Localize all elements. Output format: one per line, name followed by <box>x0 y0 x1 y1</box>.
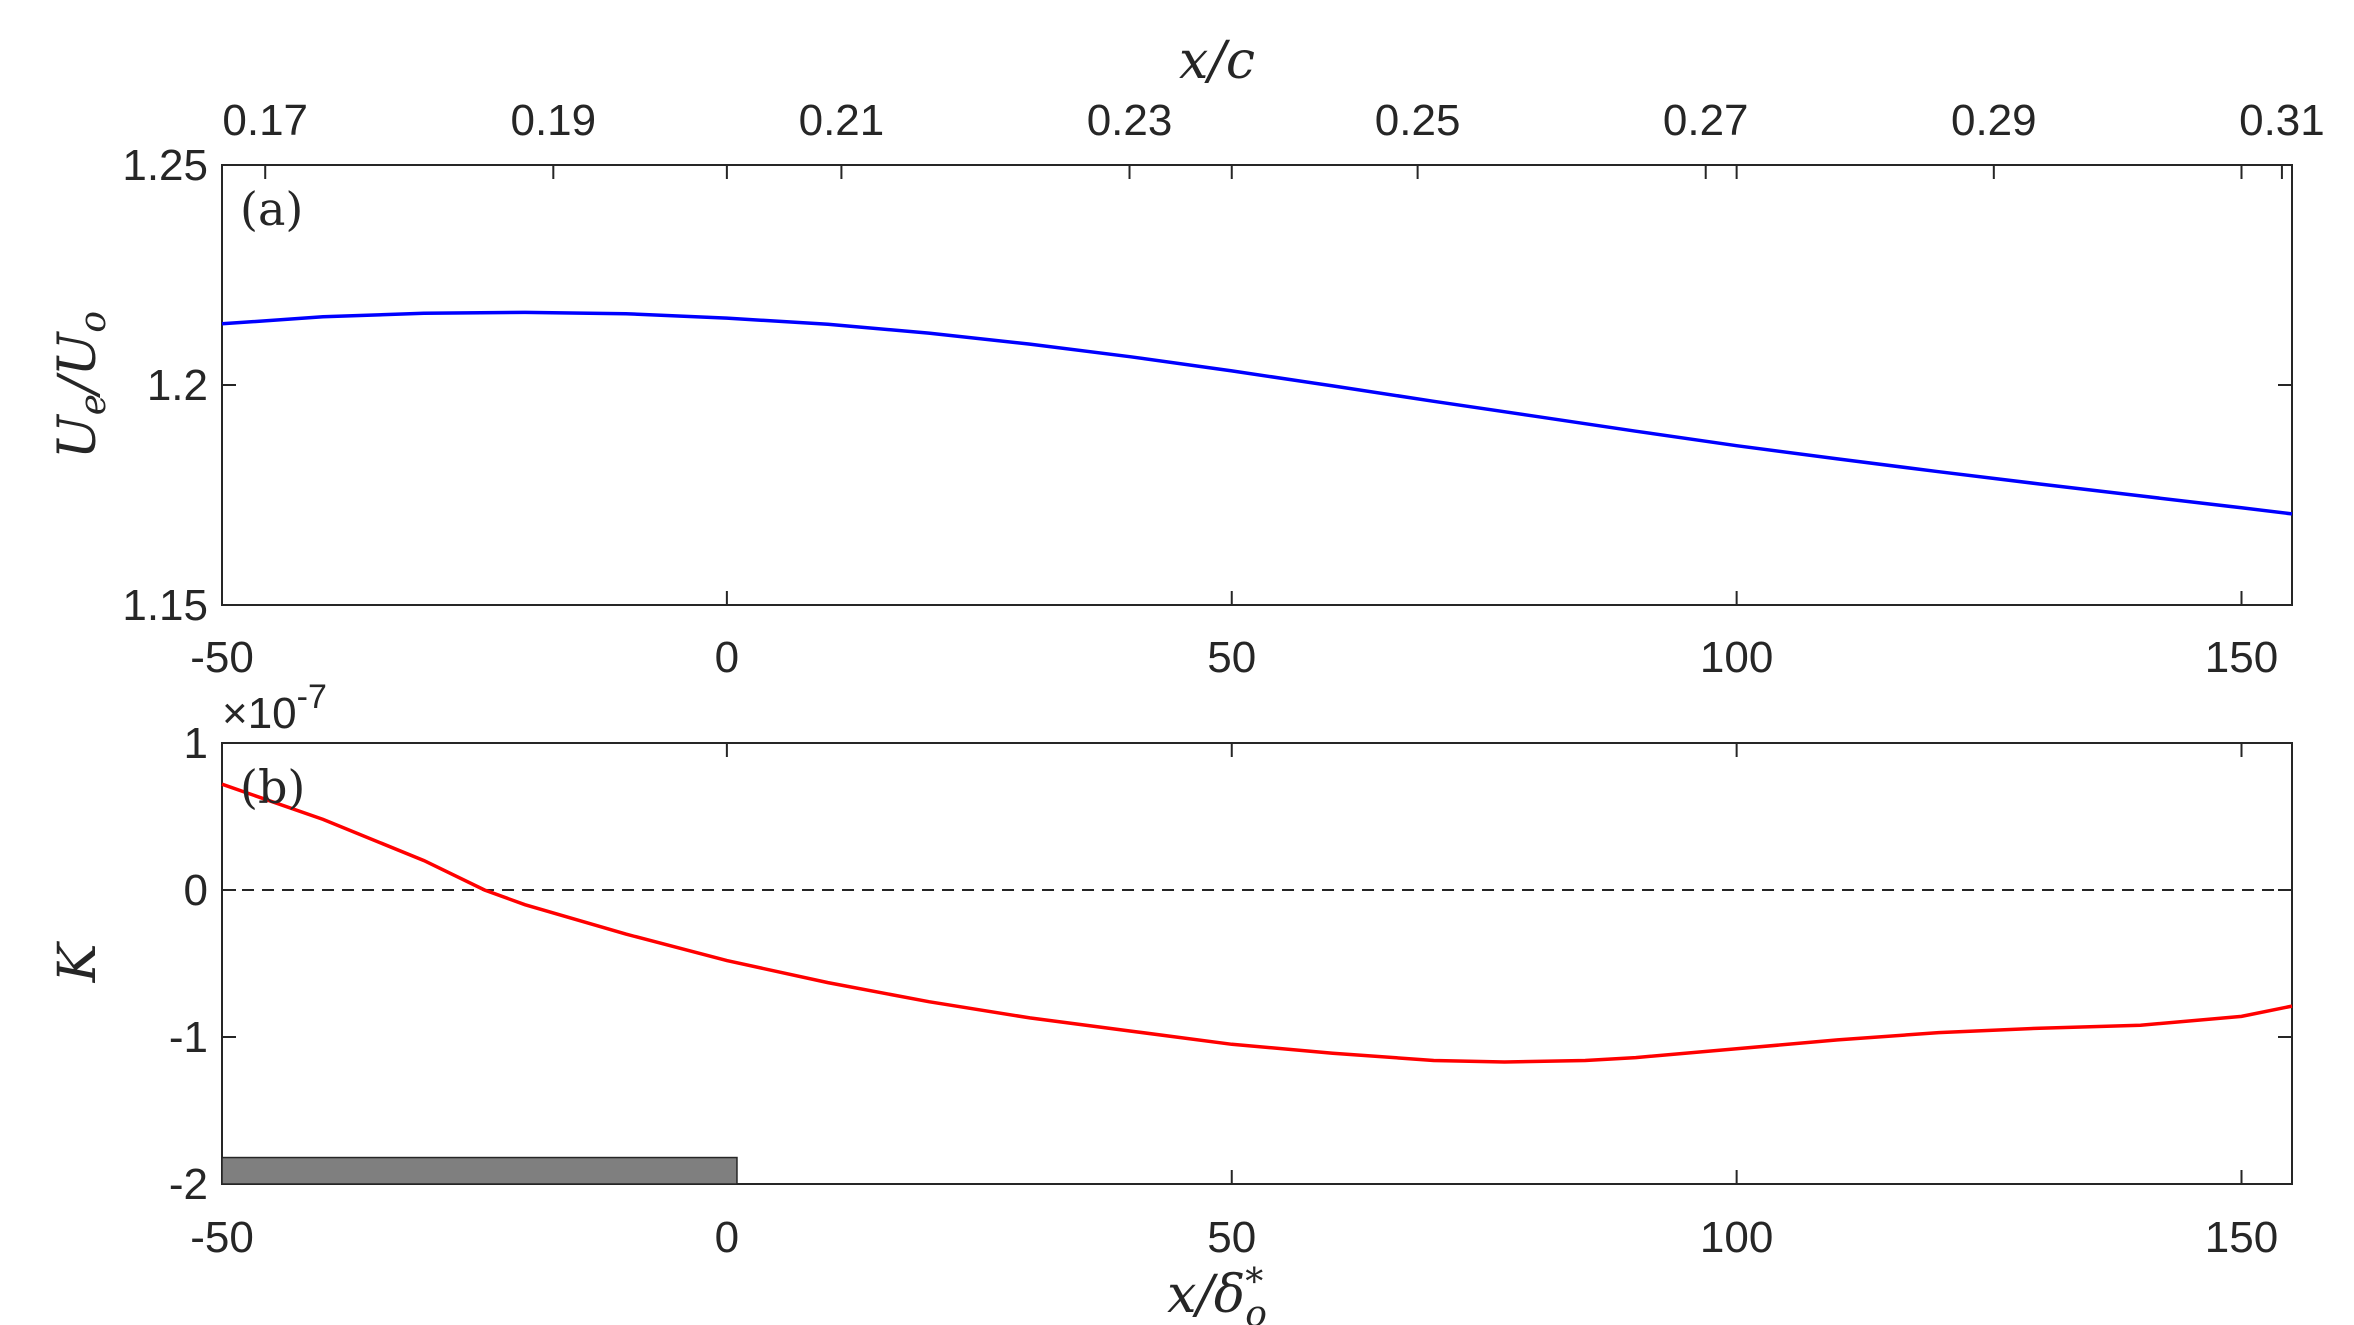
panel-b-y-ticks: -2 -1 0 1 <box>169 719 2292 1209</box>
panel-a-label: (a) <box>240 182 303 236</box>
exponent-base: ×10 <box>222 689 297 738</box>
svg-text:K: K <box>48 940 108 983</box>
y-tick-label: -1 <box>169 1013 208 1062</box>
svg-text:Ue/Uo: Ue/Uo <box>48 311 114 459</box>
panel-b-y-axis-label: K <box>48 940 108 983</box>
x-tick-label: 150 <box>2205 633 2278 682</box>
x-tick-label: 50 <box>1207 1213 1256 1262</box>
x-tick-label: 100 <box>1700 633 1773 682</box>
exponent-power: -7 <box>297 678 327 716</box>
x-tick-label: 0 <box>715 1213 739 1262</box>
panel-a-bottom-x-ticks: -50 0 50 100 150 <box>190 165 2278 682</box>
panel-a-y-axis-label: Ue/Uo <box>48 311 114 459</box>
top-tick-label: 0.21 <box>799 96 885 145</box>
top-tick-label: 0.31 <box>2239 96 2325 145</box>
y-tick-label: 1 <box>184 719 208 768</box>
panel-a-top-x-ticks: 0.17 0.19 0.21 0.23 0.25 0.27 0.29 0.31 <box>222 96 2325 179</box>
panel-b-x-ticks: -50 0 50 100 150 <box>190 743 2278 1262</box>
panel-a-series-line <box>221 310 2293 516</box>
x-tick-label: -50 <box>190 1213 254 1262</box>
x-tick-label: -50 <box>190 633 254 682</box>
top-tick-label: 0.25 <box>1375 96 1461 145</box>
top-axis-label: x/c <box>1179 31 1255 91</box>
panel-b-axes-box <box>221 742 2293 1185</box>
top-tick-label: 0.19 <box>510 96 596 145</box>
panel-b-x-axis-label: x/δ* o <box>1167 1262 1267 1325</box>
panel-a-y-ticks: 1.15 1.2 1.25 <box>122 141 2292 630</box>
panel-b-label: (b) <box>240 760 305 814</box>
panel-b-series-line <box>221 782 2293 1064</box>
panel-b: -50 0 50 100 150 -2 -1 0 1 (b) ×10-7 K x/δ* o <box>48 678 2293 1325</box>
gray-bar <box>221 1156 738 1185</box>
x-tick-label: 100 <box>1700 1213 1773 1262</box>
top-tick-label: 0.23 <box>1087 96 1173 145</box>
y-tick-label: 1.2 <box>147 361 208 410</box>
x-tick-label: 50 <box>1207 633 1256 682</box>
top-tick-label: 0.17 <box>222 96 308 145</box>
panel-a-axes-box <box>221 164 2293 606</box>
y-tick-label: 0 <box>184 866 208 915</box>
top-tick-label: 0.27 <box>1663 96 1749 145</box>
y-tick-label: -2 <box>169 1160 208 1209</box>
y-tick-label: 1.15 <box>122 581 208 630</box>
exponent-label: ×10-7 <box>222 678 327 738</box>
x-tick-label: 0 <box>715 633 739 682</box>
panel-a: -50 0 50 100 150 0.17 0.19 0.21 0.23 0.25 0.27 0.2… <box>48 31 2325 682</box>
y-tick-label: 1.25 <box>122 141 208 190</box>
top-tick-label: 0.29 <box>1951 96 2037 145</box>
x-tick-label: 150 <box>2205 1213 2278 1262</box>
